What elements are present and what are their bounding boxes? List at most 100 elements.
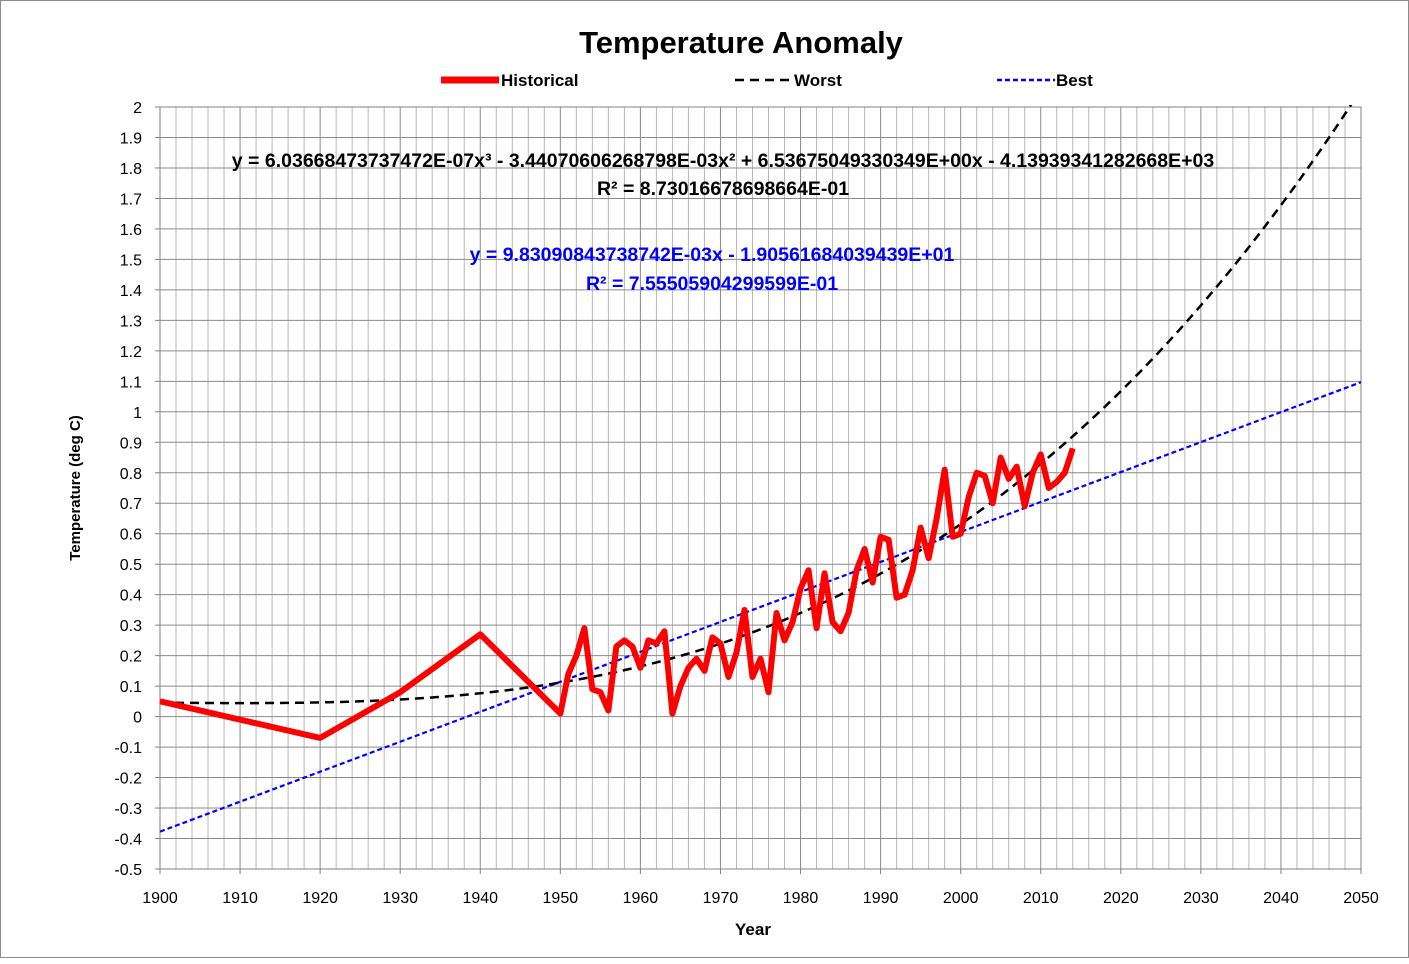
data-point-historical: [727, 676, 729, 678]
y-tick-label: -0.2: [114, 771, 142, 788]
y-tick-label: 1.2: [120, 344, 142, 361]
data-point-historical: [760, 658, 761, 660]
x-tick-label: 1910: [222, 890, 258, 907]
data-point-historical: [1040, 453, 1042, 455]
y-tick-label: -0.3: [114, 801, 142, 818]
x-tick-label: 1970: [703, 890, 739, 907]
legend-item-worst: Worst: [735, 71, 842, 90]
data-point-historical: [607, 710, 609, 712]
data-point-historical: [912, 569, 914, 571]
data-point-historical: [319, 737, 321, 739]
y-tick-label: 1.1: [120, 374, 142, 391]
y-tick-label: 1.9: [120, 130, 142, 147]
data-point-historical: [591, 688, 593, 690]
y-tick-label: 0.6: [120, 527, 142, 544]
y-tick-label: 0.4: [120, 588, 142, 605]
data-point-historical: [1072, 447, 1074, 449]
data-point-historical: [800, 588, 802, 590]
legend: Historical Worst Best: [441, 71, 1093, 90]
y-tick-label: 0.3: [120, 618, 142, 635]
data-point-historical: [872, 581, 874, 583]
data-point-historical: [856, 569, 858, 571]
x-tick-label: 1950: [543, 890, 579, 907]
data-point-historical: [920, 527, 922, 529]
data-point-historical: [751, 676, 753, 678]
data-point-historical: [647, 639, 649, 641]
data-point-historical: [952, 536, 954, 538]
data-point-historical: [808, 569, 810, 571]
data-point-historical: [848, 612, 850, 614]
data-point-historical: [583, 627, 585, 629]
series-line-best: [160, 381, 1361, 833]
x-tick-label: 1960: [623, 890, 659, 907]
data-point-historical: [936, 517, 938, 519]
data-point-historical: [1016, 466, 1018, 468]
x-axis: 1900 1910 1920 1930 1940 1950 1960 1970 1980 1990…: [142, 869, 1379, 907]
x-axis-label: Year: [735, 920, 771, 939]
data-point-historical: [968, 496, 970, 498]
data-point-historical: [784, 639, 786, 641]
legend-label-historical: Historical: [501, 71, 578, 90]
data-point-historical: [1064, 472, 1066, 474]
data-point-historical: [1056, 481, 1058, 483]
y-tick-label: -0.4: [114, 832, 142, 849]
data-point-historical: [639, 667, 641, 669]
y-tick-label: 0: [133, 710, 142, 727]
data-point-historical: [623, 639, 625, 641]
y-tick-label: 1: [133, 405, 142, 422]
data-point-historical: [1024, 505, 1026, 507]
x-tick-label: 1940: [462, 890, 498, 907]
data-point-historical: [1048, 487, 1050, 489]
y-tick-label: 1.6: [120, 222, 142, 239]
y-tick-label: 1.3: [120, 313, 142, 330]
grid: [160, 107, 1361, 869]
data-point-historical: [743, 609, 745, 611]
data-point-historical: [944, 469, 946, 471]
data-point-historical: [599, 691, 601, 693]
worst-equation: y = 6.03668473737472E-07x³ - 3.440706062…: [232, 150, 1215, 172]
best-equation: y = 9.83090843738742E-03x - 1.9056168403…: [470, 244, 955, 266]
legend-label-worst: Worst: [794, 71, 842, 90]
data-point-historical: [479, 633, 481, 635]
x-tick-label: 2030: [1183, 890, 1219, 907]
x-tick-label: 2010: [1023, 890, 1059, 907]
y-tick-label: 1.7: [120, 191, 142, 208]
data-point-historical: [1000, 457, 1002, 459]
legend-label-best: Best: [1056, 71, 1093, 90]
data-point-historical: [159, 700, 161, 702]
y-tick-label: 0.9: [120, 435, 142, 452]
data-point-historical: [615, 645, 617, 647]
x-tick-label: 2050: [1343, 890, 1379, 907]
y-tick-label: 1.5: [120, 252, 142, 269]
data-point-historical: [864, 548, 866, 550]
data-point-historical: [671, 713, 673, 715]
data-point-historical: [575, 655, 577, 657]
data-point-historical: [559, 713, 561, 715]
x-tick-label: 1920: [302, 890, 338, 907]
data-point-historical: [1008, 478, 1010, 480]
data-point-historical: [679, 685, 681, 687]
y-tick-label: -0.5: [114, 862, 142, 879]
data-point-historical: [896, 597, 898, 599]
y-axis-label: Temperature (deg C): [67, 415, 84, 561]
data-point-historical: [992, 502, 994, 504]
best-r-squared: R² = 7.55505904299599E-01: [586, 273, 838, 295]
data-point-historical: [703, 670, 705, 672]
data-point-historical: [719, 642, 721, 644]
data-point-historical: [888, 539, 890, 541]
x-tick-label: 2000: [943, 890, 979, 907]
data-point-historical: [984, 475, 986, 477]
y-tick-label: 0.5: [120, 557, 142, 574]
x-tick-label: 2020: [1103, 890, 1139, 907]
y-tick-label: 1.8: [120, 161, 142, 178]
data-point-historical: [960, 533, 962, 535]
data-point-historical: [792, 621, 794, 623]
data-point-historical: [824, 572, 826, 574]
data-point-historical: [399, 691, 401, 693]
chart-title: Temperature Anomaly: [579, 25, 904, 60]
data-point-historical: [631, 645, 633, 647]
data-point-historical: [928, 557, 930, 559]
data-point-historical: [976, 472, 978, 474]
